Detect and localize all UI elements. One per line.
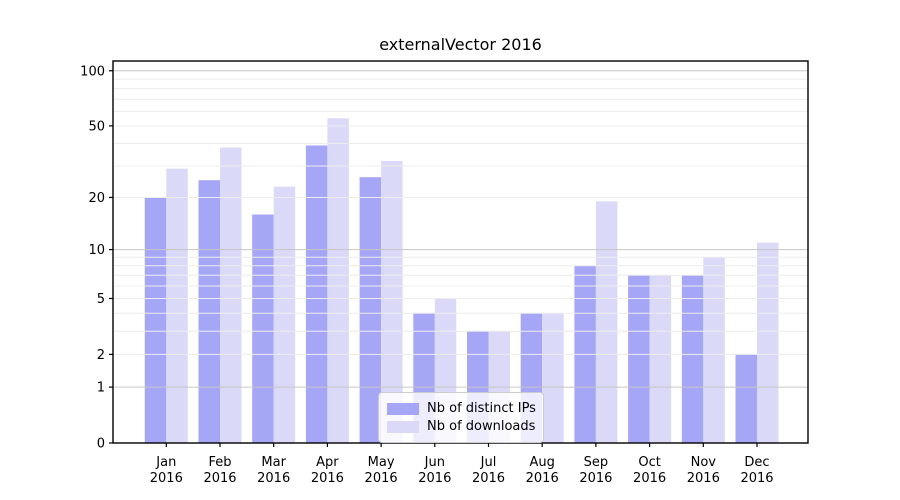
y-tick-label: 1 [97, 381, 105, 396]
y-tick-label: 50 [88, 119, 105, 134]
x-tick-label-month: May [368, 455, 395, 470]
legend-label-downloads: Nb of downloads [427, 419, 536, 434]
x-tick-label-month: Apr [316, 455, 339, 470]
x-tick-label-year: 2016 [150, 471, 183, 486]
bar-downloads-apr [327, 118, 349, 444]
x-tick-label-month: Jul [480, 455, 497, 470]
x-tick-label-month: Sep [584, 455, 609, 470]
x-tick-label-month: Feb [208, 455, 231, 470]
x-tick-label-month: Dec [744, 455, 769, 470]
x-tick-label-year: 2016 [472, 471, 505, 486]
bar-distinct-ips-jan [144, 197, 167, 443]
x-tick-label-year: 2016 [579, 471, 612, 486]
bar-downloads-oct [649, 275, 672, 443]
x-tick-label-year: 2016 [526, 471, 559, 486]
x-tick-label-year: 2016 [203, 471, 236, 486]
y-tick-label: 20 [88, 191, 105, 206]
x-tick-label-year: 2016 [257, 471, 290, 486]
bar-downloads-nov [703, 257, 725, 443]
x-tick-label-year: 2016 [740, 471, 773, 486]
bar-distinct-ips-dec [735, 354, 757, 443]
x-tick-label-month: Oct [638, 455, 660, 470]
bar-distinct-ips-may [359, 177, 382, 443]
x-tick-label-month: Aug [530, 455, 555, 470]
legend-swatch-downloads [387, 420, 419, 433]
bar-downloads-may [381, 160, 403, 443]
bar-downloads-jan [166, 168, 188, 443]
bar-downloads-aug [542, 313, 564, 443]
y-tick-label: 2 [97, 348, 105, 363]
plot-border [112, 60, 809, 444]
bar-downloads-sep [595, 201, 618, 443]
x-tick-label-year: 2016 [687, 471, 720, 486]
x-tick-label-year: 2016 [633, 471, 666, 486]
bar-distinct-ips-nov [681, 275, 704, 443]
y-tick-label: 5 [97, 292, 105, 307]
legend-item-distinct-ips: Nb of distinct IPs [387, 400, 536, 417]
x-tick-label-month: Jun [424, 455, 445, 470]
legend: Nb of distinct IPs Nb of downloads [378, 392, 544, 443]
x-tick-label-year: 2016 [365, 471, 398, 486]
bar-distinct-ips-apr [305, 145, 328, 444]
bar-distinct-ips-feb [198, 180, 220, 443]
chart-title: externalVector 2016 [379, 35, 542, 54]
bar-downloads-feb [220, 147, 242, 443]
bar-distinct-ips-mar [252, 214, 274, 443]
y-tick-label: 10 [88, 243, 105, 258]
legend-label-distinct-ips: Nb of distinct IPs [427, 401, 536, 416]
x-tick-label-month: Nov [691, 455, 717, 470]
bar-downloads-mar [273, 186, 296, 443]
x-tick-label-year: 2016 [311, 471, 344, 486]
y-tick-label: 0 [97, 437, 105, 452]
bar-downloads-dec [757, 242, 779, 443]
legend-swatch-distinct-ips [387, 402, 419, 415]
x-tick-label-year: 2016 [418, 471, 451, 486]
legend-item-downloads: Nb of downloads [387, 418, 535, 435]
x-tick-label-month: Jan [155, 455, 176, 470]
x-tick-label-month: Mar [261, 455, 286, 470]
y-tick-label: 100 [80, 64, 105, 79]
bar-distinct-ips-oct [628, 275, 650, 443]
